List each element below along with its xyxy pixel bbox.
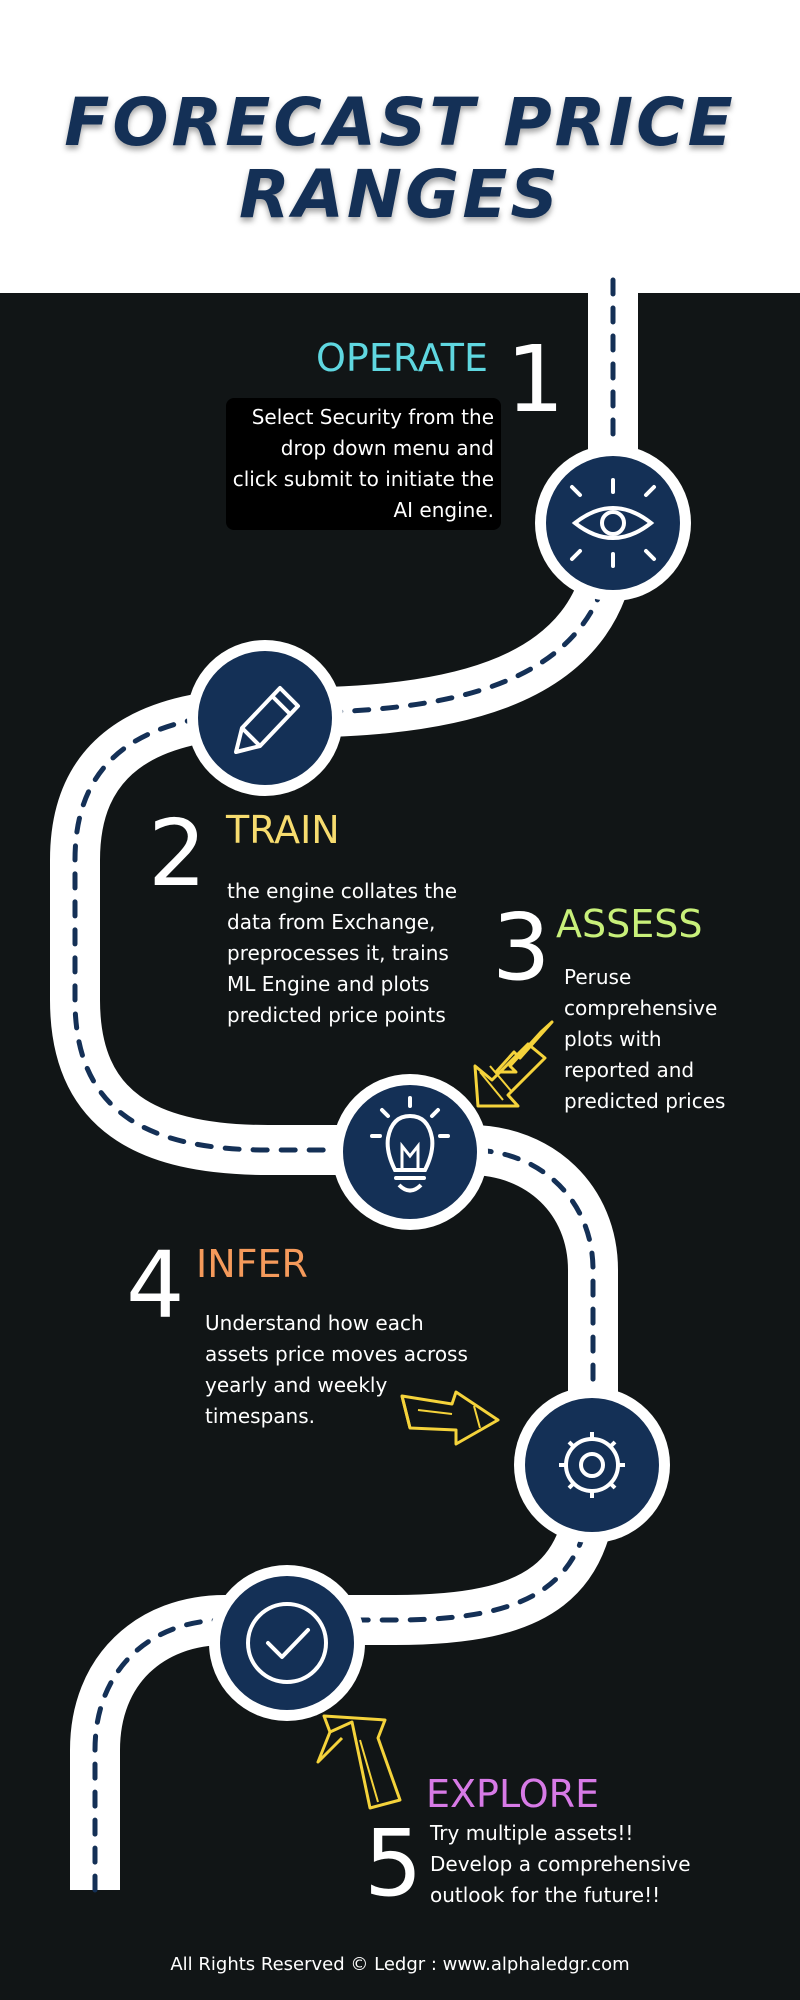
step-4-line-2: assets price moves across <box>205 1342 468 1366</box>
header: FORECAST PRICE RANGES <box>0 0 800 293</box>
step-2-number: 2 <box>148 800 207 907</box>
step-4-description: Understand how each assets price moves a… <box>205 1308 505 1432</box>
step-2-line-5: predicted price points <box>227 1003 446 1027</box>
footer-copyright: All Rights Reserved © Ledgr : www.alphal… <box>170 1954 630 1975</box>
step-5-line-3: outlook for the future!! <box>430 1883 661 1907</box>
step-5-line-2: Develop a comprehensive <box>430 1852 691 1876</box>
step-4-line-1: Understand how each <box>205 1311 424 1335</box>
step-1-line-4: AI engine. <box>393 498 494 522</box>
step-1-line-2: drop down menu and <box>280 436 494 460</box>
step-2-line-3: preprocesses it, trains <box>227 941 449 965</box>
page-title-line-1: FORECAST PRICE <box>64 84 736 161</box>
step-1-title: OPERATE <box>316 336 488 380</box>
step-1-line-1: Select Security from the <box>251 405 494 429</box>
page-title-line-2: RANGES <box>239 156 561 233</box>
step-5-description: Try multiple assets!! Develop a comprehe… <box>430 1818 720 1911</box>
step-2-line-2: data from Exchange, <box>227 910 436 934</box>
step-2-description: the engine collates the data from Exchan… <box>227 876 487 1031</box>
step-2-pencil-icon <box>187 640 343 796</box>
step-3-lightbulb-icon <box>332 1074 488 1230</box>
arrow-icon-step-5 <box>316 1714 402 1810</box>
step-4-line-3: yearly and weekly <box>205 1373 388 1397</box>
step-3-line-4: reported and <box>564 1058 695 1082</box>
step-3-line-2: comprehensive <box>564 996 718 1020</box>
step-1-description-box <box>226 398 501 530</box>
step-2-title: TRAIN <box>226 808 340 852</box>
arrow-icon-step-4 <box>400 1390 500 1446</box>
step-1-line-3: click submit to initiate the <box>232 467 494 491</box>
step-5-title: EXPLORE <box>426 1772 600 1816</box>
arrow-icon-step-3 <box>473 1020 554 1108</box>
step-3-number: 3 <box>492 894 551 1001</box>
step-2-line-4: ML Engine and plots <box>227 972 430 996</box>
step-4-title: INFER <box>196 1242 308 1286</box>
step-5-checkmark-icon <box>209 1565 365 1721</box>
step-3-title: ASSESS <box>556 902 703 946</box>
step-4-line-4: timespans. <box>205 1404 316 1428</box>
step-3-line-1: Peruse <box>564 965 632 989</box>
step-5-number: 5 <box>364 1810 423 1917</box>
step-4-number: 4 <box>126 1232 185 1339</box>
step-3-description: Peruse comprehensive plots with reported… <box>564 962 784 1117</box>
step-5-line-1: Try multiple assets!! <box>430 1821 634 1845</box>
step-3-line-5: predicted prices <box>564 1089 726 1113</box>
step-2-line-1: the engine collates the <box>227 879 458 903</box>
step-1-description: Select Security from the drop down menu … <box>226 402 494 526</box>
step-1-number: 1 <box>506 326 565 433</box>
step-4-gear-icon <box>514 1387 670 1543</box>
step-1-eye-icon <box>535 445 691 601</box>
step-3-line-3: plots with <box>564 1027 662 1051</box>
